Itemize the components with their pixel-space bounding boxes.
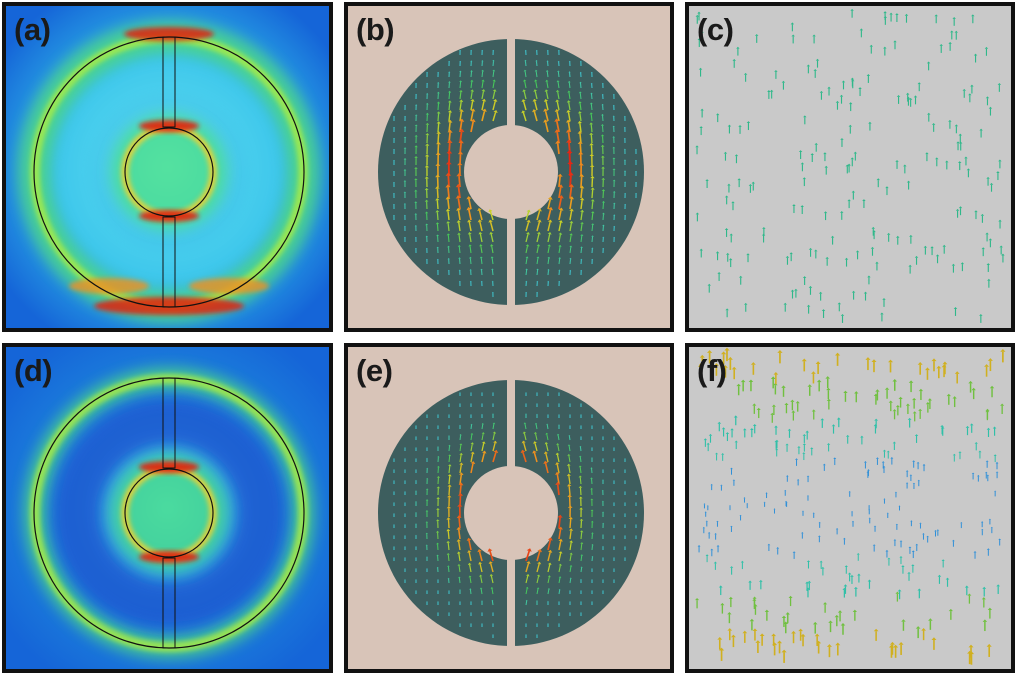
panel-e-label: (e): [356, 353, 393, 388]
panel-e-current-vectors: (e): [344, 343, 674, 673]
arrow-scatter-plot-f: [689, 347, 1011, 669]
panel-d-field-map: (d): [2, 343, 333, 673]
vector-plot-e: [348, 347, 670, 669]
field-map-plot-d: [6, 347, 329, 669]
panel-c-arrow-scatter: (c): [685, 2, 1015, 332]
vector-plot-b: [348, 6, 670, 328]
panel-a-field-map: (a): [2, 2, 333, 332]
panel-b-label: (b): [356, 12, 395, 47]
panel-c-label: (c): [697, 12, 734, 47]
panel-f-label: (f): [697, 353, 727, 388]
panel-b-current-vectors: (b): [344, 2, 674, 332]
arrow-scatter-plot-c: [689, 6, 1011, 328]
panel-d-label: (d): [14, 353, 53, 388]
field-map-plot-a: [6, 6, 329, 328]
panel-a-label: (a): [14, 12, 51, 47]
panel-f-arrow-scatter: (f): [685, 343, 1015, 673]
